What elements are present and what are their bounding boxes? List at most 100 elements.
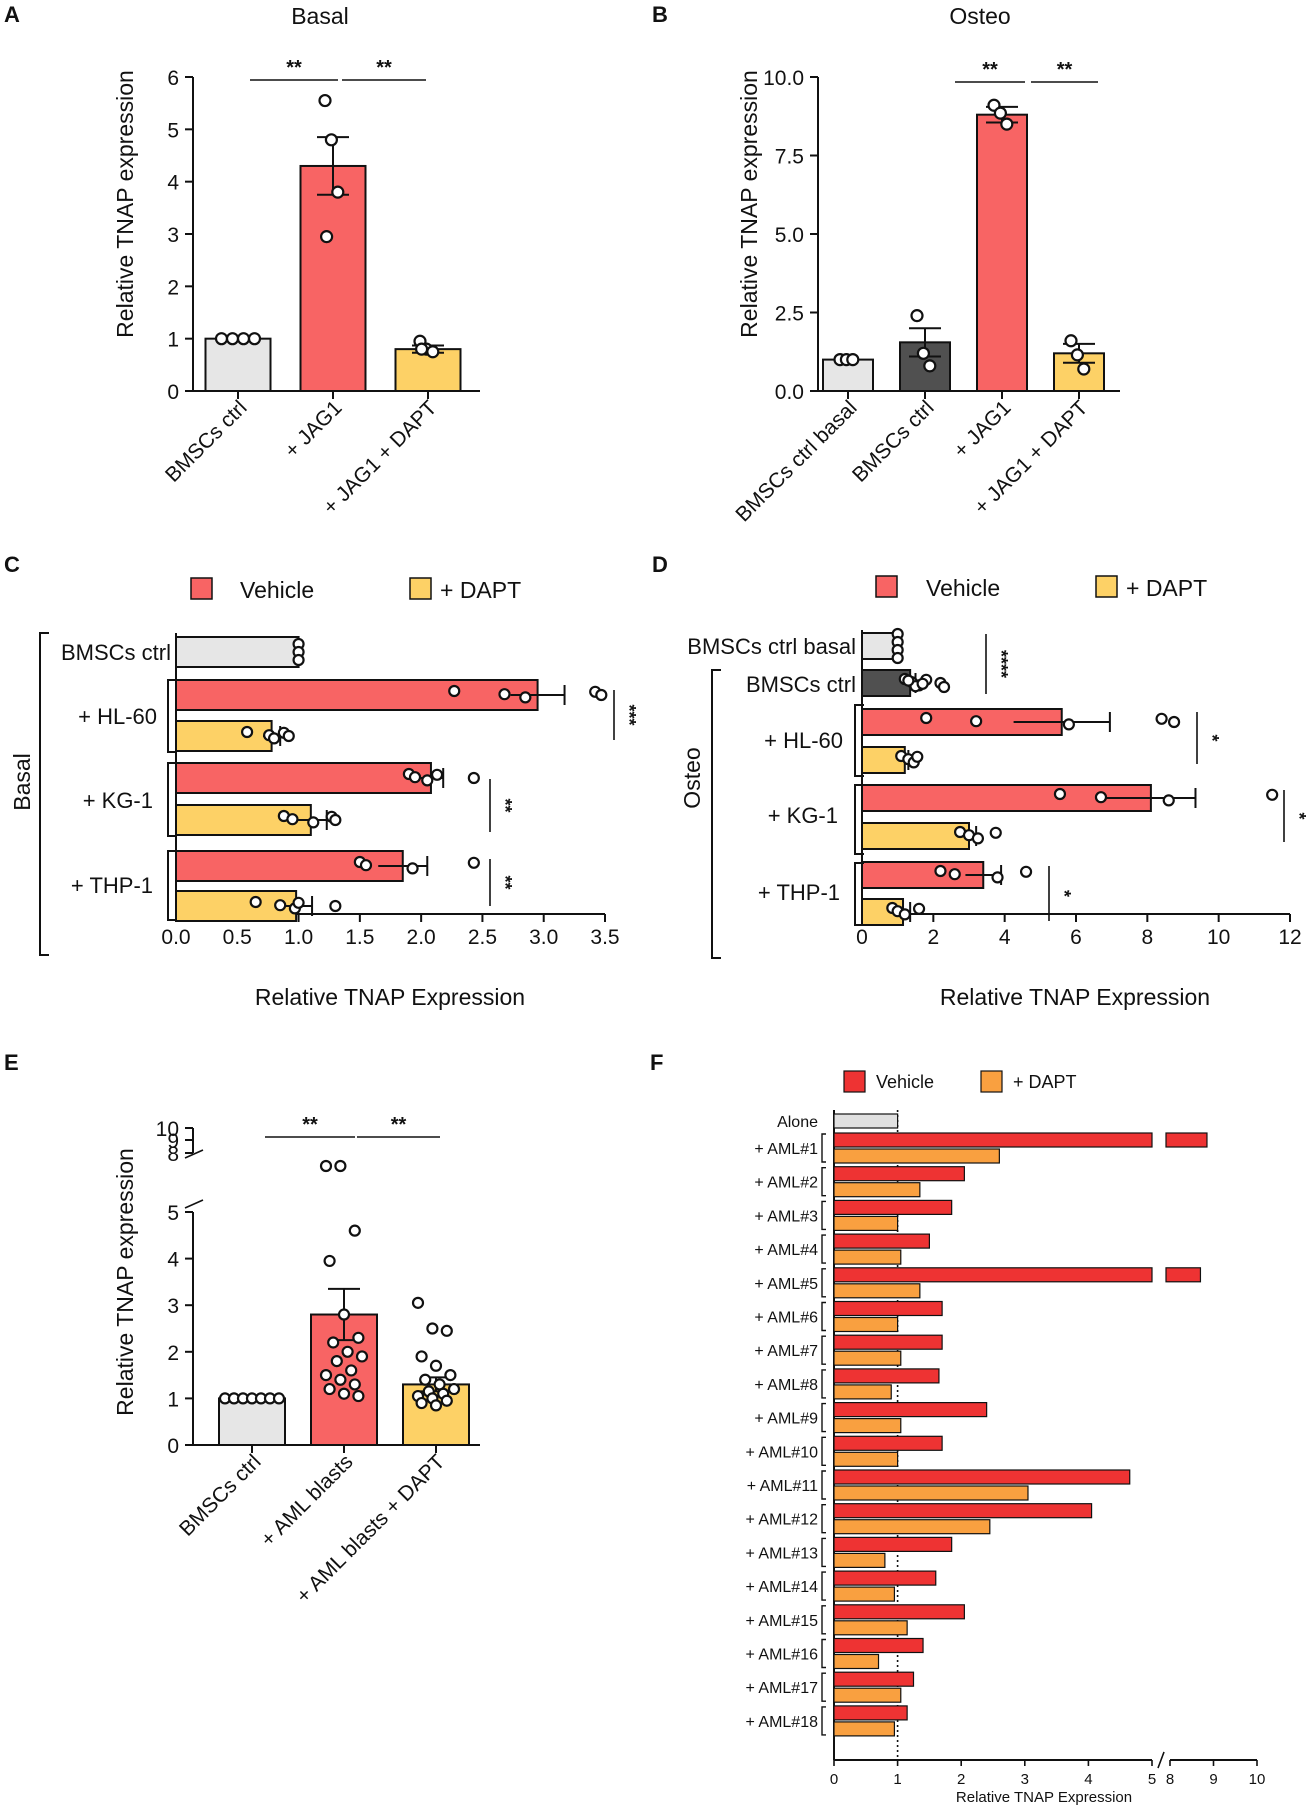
x-tick-label: 6 (1070, 926, 1082, 949)
bar-aml-15-vehicle (833, 1604, 965, 1620)
bar-kg-1-dapt (861, 822, 970, 850)
data-point (324, 133, 338, 147)
y-tick-label: 5 (167, 1202, 179, 1225)
group-bracket (854, 862, 864, 926)
category-bracket (821, 1571, 826, 1601)
x-tick-label: + JAG1 (280, 396, 346, 462)
bar-hl-60-vehicle (175, 679, 539, 711)
x-tick-label: 1.5 (345, 926, 374, 949)
data-point (415, 342, 429, 356)
data-point (267, 732, 281, 745)
data-point (415, 1350, 428, 1363)
data-point (1070, 348, 1085, 362)
category-bracket (821, 1268, 826, 1298)
bar-aml-8-vehicle (833, 1368, 940, 1384)
group-label: BMSCs ctrl (746, 672, 856, 697)
category-bracket (821, 1436, 826, 1466)
data-point (898, 908, 911, 921)
data-point (334, 1373, 347, 1386)
panel-label-b: B (652, 2, 668, 27)
bar-aml-12-dapt (833, 1519, 991, 1535)
category-bracket (821, 1335, 826, 1365)
y-tick-label: 10 (156, 1118, 179, 1141)
bar-aml-14-vehicle (833, 1570, 937, 1586)
y-tick-label: 1 (167, 329, 179, 352)
data-point (902, 674, 915, 687)
panel-f-xlabel: Relative TNAP Expression (956, 1789, 1132, 1806)
panel-c-legend-vehicle: Vehicle (240, 577, 314, 603)
data-point (1167, 715, 1181, 729)
y-tick-label: 2 (167, 276, 179, 299)
y-tick-label: 2 (167, 1342, 179, 1365)
category-label: + AML#9 (754, 1411, 818, 1428)
panel-d-legend-vehicle-swatch (875, 575, 898, 598)
significance-label: * (1202, 734, 1222, 741)
y-tick-label: 0 (167, 381, 179, 404)
data-point (352, 1389, 365, 1403)
y-tick-label: 3 (167, 224, 179, 247)
significance-label: ** (1057, 59, 1073, 81)
bar-aml-11-dapt (833, 1485, 1029, 1501)
category-label: + AML#18 (746, 1714, 819, 1731)
bar-aml-5-vehicle (833, 1267, 1153, 1283)
data-point (970, 715, 983, 728)
data-point (348, 1378, 361, 1391)
y-tick-label: 4 (167, 1249, 179, 1272)
data-point (1077, 362, 1091, 376)
axis-break-mark (1157, 1751, 1165, 1769)
data-point (249, 895, 262, 909)
x-tick-label: BMSCs ctrl (848, 396, 939, 487)
y-tick-label: 2.5 (775, 303, 804, 326)
bar-aml-16-dapt (833, 1653, 880, 1670)
data-point (323, 1382, 336, 1396)
x-tick-label: 4 (999, 926, 1011, 949)
category-bracket (821, 1470, 826, 1500)
data-point (320, 230, 334, 244)
data-point (329, 813, 342, 827)
panel-d-legend-dapt: + DAPT (1126, 575, 1207, 601)
panel-c-xlabel: Relative TNAP Expression (255, 984, 525, 1010)
panel-f: F Vehicle + DAPT Relative TNAP Expressio… (650, 1050, 1265, 1806)
bar-aml-9-dapt (833, 1417, 902, 1434)
significance-label: ** (286, 57, 302, 79)
data-point (329, 899, 342, 913)
category-label: + AML#10 (746, 1444, 819, 1461)
bar-thp-1-vehicle (861, 861, 985, 889)
data-point (467, 856, 480, 869)
x-tick-label: 4 (1084, 1771, 1092, 1788)
x-tick-label: 0 (856, 926, 868, 949)
data-point (225, 332, 240, 346)
category-bracket (821, 1402, 826, 1433)
y-tick-label: 10.0 (763, 67, 804, 90)
data-point (467, 771, 480, 785)
category-label: + AML#11 (747, 1478, 818, 1495)
category-bracket (821, 1200, 826, 1231)
data-point (307, 816, 320, 829)
data-point (993, 106, 1008, 120)
data-point (444, 1368, 457, 1382)
bar-aml-4-dapt (833, 1249, 902, 1265)
data-point (426, 1322, 439, 1335)
bar-aml-9-vehicle (833, 1401, 988, 1418)
panel-f-plot: 0 1 2 3 4 5 8 9 10 Alone + AML#1 + AML#2 + AML#3 + AM… (746, 1110, 1265, 1788)
bar-aml-12-vehicle (833, 1503, 1093, 1519)
panel-b-title: Osteo (949, 3, 1010, 29)
data-point (498, 688, 511, 701)
bar-aml-14-dapt (833, 1586, 896, 1602)
x-tick-label: 0 (830, 1771, 838, 1788)
data-point (352, 1331, 365, 1344)
panel-label-f: F (650, 1050, 663, 1075)
data-point (429, 1399, 443, 1412)
x-tick-label: BMSCs ctrl basal (731, 396, 861, 526)
data-point (319, 1368, 333, 1382)
data-point (282, 729, 295, 743)
x-tick-label: 10 (1207, 926, 1230, 949)
group-bracket (39, 632, 49, 956)
data-point (319, 1159, 333, 1173)
category-label: + AML#13 (746, 1545, 819, 1562)
panel-d: D Vehicle + DAPT Osteo Relative TNAP Exp… (652, 552, 1307, 1010)
bar-kg-1-vehicle (175, 762, 432, 794)
